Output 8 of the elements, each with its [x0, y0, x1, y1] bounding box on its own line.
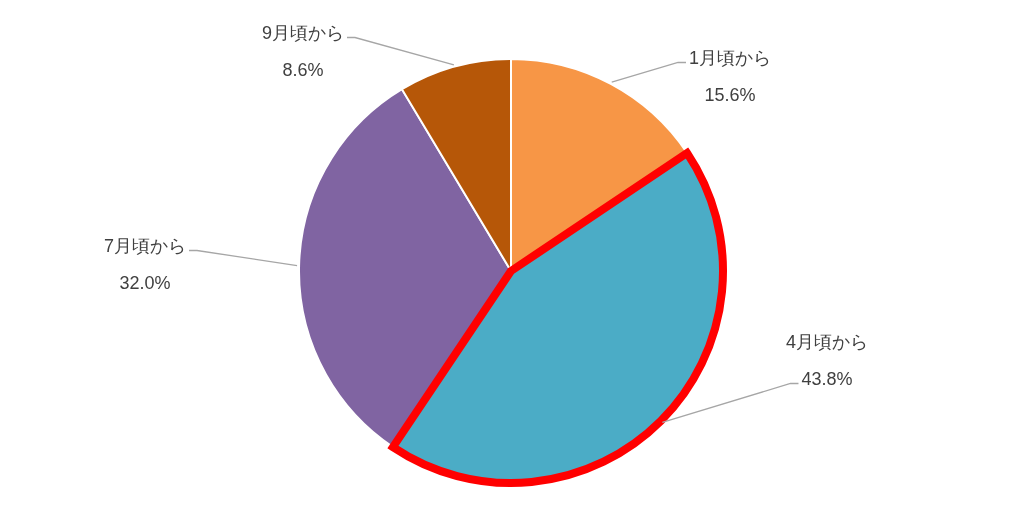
slice-label: 7月頃から [103, 235, 187, 256]
slice-label: 9月頃から [261, 22, 345, 43]
data-label: 43.8% [801, 368, 853, 389]
slice-label: 4月頃から [785, 331, 869, 352]
data-label: 15.6% [704, 84, 756, 105]
data-label: 32.0% [119, 272, 171, 293]
data-label: 8.6% [282, 59, 324, 80]
slice-label: 1月頃から [688, 47, 772, 68]
